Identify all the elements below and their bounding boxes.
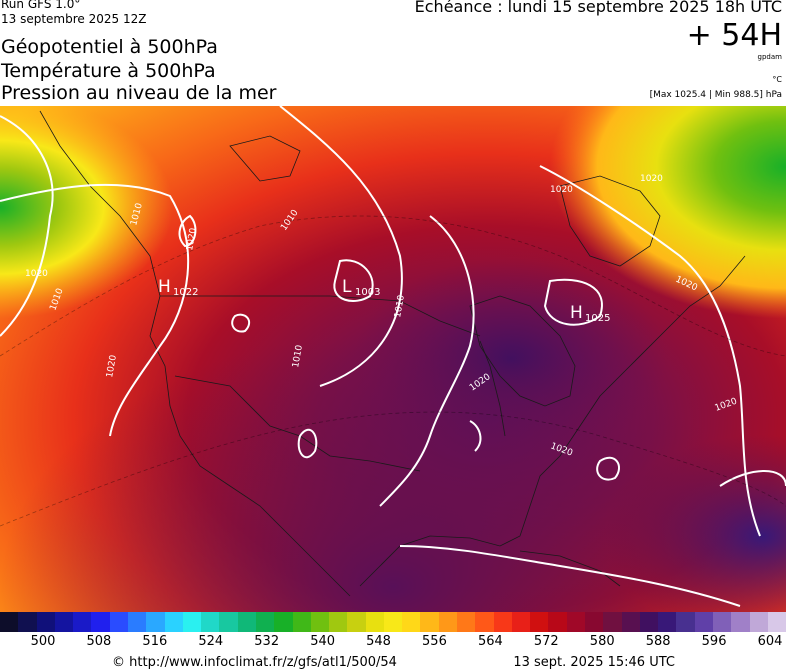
colorbar-cell	[0, 612, 19, 632]
colorbar-cell	[639, 612, 659, 632]
low-pressure-center-letter: L	[342, 277, 352, 297]
colorbar-cell	[292, 612, 311, 632]
colorbar-cell	[146, 612, 165, 632]
temperature-colorbar	[0, 612, 786, 632]
geopotential-unit: gpdam	[757, 53, 782, 61]
colorbar-cell	[109, 612, 128, 632]
colorbar-cell	[530, 612, 549, 632]
colorbar-cell	[402, 612, 421, 632]
colorbar-cell	[566, 612, 585, 632]
colorbar-cell	[621, 612, 640, 632]
colorbar-tick-label: 572	[533, 634, 559, 649]
colorbar-cell	[182, 612, 202, 632]
isobar-label: 1020	[640, 174, 663, 184]
colorbar-cell	[585, 612, 604, 632]
forecast-valid-time: Echéance : lundi 15 septembre 2025 18h U…	[414, 0, 782, 16]
high-pressure-center-2-value: 1025	[585, 313, 610, 324]
colorbar-cell	[201, 612, 220, 632]
isobar-label: 1020	[550, 185, 573, 195]
isobar-label: 1020	[25, 269, 48, 279]
colorbar-cell	[18, 612, 37, 632]
colorbar-cell	[438, 612, 458, 632]
map-title-temperature: Température à 500hPa	[1, 60, 216, 82]
colorbar-tick-label: 516	[142, 634, 168, 649]
temperature-unit: °C	[772, 75, 782, 84]
colorbar-cell	[457, 612, 476, 632]
colorbar-tick-label: 580	[589, 634, 615, 649]
colorbar-cell	[767, 612, 786, 632]
colorbar-tick-label: 524	[198, 634, 224, 649]
colorbar-tick-label: 500	[30, 634, 56, 649]
colorbar-cell	[255, 612, 275, 632]
colorbar-tick-label: 564	[477, 634, 503, 649]
colorbar-cell	[383, 612, 403, 632]
lead-time: + 54H	[686, 18, 782, 53]
high-pressure-center-1-letter: H	[158, 277, 171, 297]
low-pressure-center-value: 1003	[355, 287, 380, 298]
colorbar-cell	[310, 612, 330, 632]
source-url: © http://www.infoclimat.fr/z/gfs/atl1/50…	[112, 655, 397, 670]
colorbar-tick-label: 508	[86, 634, 112, 649]
colorbar-cell	[731, 612, 750, 632]
high-pressure-center-1-value: 1022	[173, 287, 198, 298]
colorbar-cell	[511, 612, 531, 632]
colorbar-tick-label: 532	[254, 634, 280, 649]
colorbar-cell	[54, 612, 74, 632]
colorbar-cell	[548, 612, 567, 632]
colorbar-tick-label: 588	[645, 634, 671, 649]
generated-timestamp: 13 sept. 2025 15:46 UTC	[513, 655, 675, 670]
weather-map: H 1022 L 1003 H 1025 1010 1020 1020 1010…	[0, 106, 786, 612]
colorbar-cell	[658, 612, 677, 632]
isobar-label: 1010	[291, 344, 305, 369]
colorbar-cell	[712, 612, 732, 632]
colorbar-cell	[347, 612, 366, 632]
isobar-label: 1020	[185, 227, 199, 252]
isobar-label: 1010	[393, 294, 407, 319]
isobar-label: 1020	[105, 354, 119, 379]
colorbar-cell	[36, 612, 55, 632]
colorbar-cell	[164, 612, 183, 632]
run-label: Run GFS 1.0°	[1, 0, 81, 11]
colorbar-cell	[749, 612, 768, 632]
isobars	[0, 106, 786, 607]
colorbar-cell	[91, 612, 110, 632]
pressure-max-min: [Max 1025.4 | Min 988.5] hPa	[649, 90, 782, 100]
colorbar-cell	[694, 612, 713, 632]
colorbar-cell	[274, 612, 293, 632]
colorbar-cell	[219, 612, 238, 632]
colorbar-cell	[475, 612, 494, 632]
colorbar-cell	[365, 612, 384, 632]
map-title-geopotential: Géopotentiel à 500hPa	[1, 36, 218, 58]
colorbar-cell	[420, 612, 439, 632]
colorbar-cell	[73, 612, 92, 632]
high-pressure-center-2-letter: H	[570, 303, 583, 323]
colorbar-tick-label: 540	[310, 634, 336, 649]
map-title-pressure: Pression au niveau de la mer	[1, 82, 277, 104]
colorbar-tick-label: 556	[422, 634, 447, 649]
colorbar-cell	[676, 612, 695, 632]
colorbar-tick-label: 604	[757, 634, 783, 649]
run-date: 13 septembre 2025 12Z	[1, 12, 147, 26]
colorbar-cell	[493, 612, 512, 632]
colorbar-cell	[237, 612, 256, 632]
colorbar-tick-label: 548	[366, 634, 391, 649]
colorbar-cell	[127, 612, 147, 632]
isotherms	[0, 215, 786, 527]
colorbar-tick-labels: 500 508 516 524 532 540 548 556 564 572 580 588 596 6…	[0, 634, 786, 652]
colorbar-cell	[329, 612, 348, 632]
colorbar-cell	[603, 612, 622, 632]
colorbar-tick-label: 596	[701, 634, 727, 649]
